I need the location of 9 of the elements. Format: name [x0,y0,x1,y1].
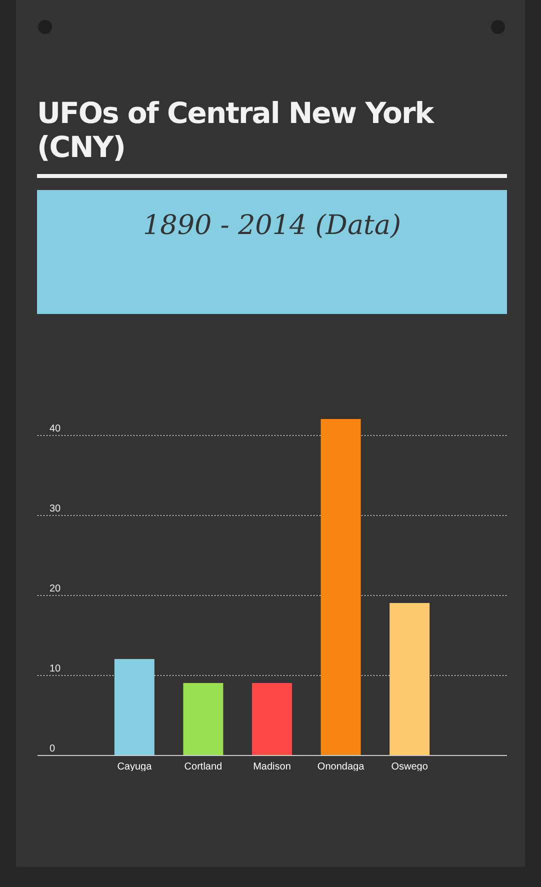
y-tick-label: 30 [50,504,62,514]
y-tick-label: 0 [50,744,56,754]
y-tick-label: 10 [50,664,62,674]
x-tick-label: Cortland [184,762,222,772]
y-tick-label: 20 [50,584,62,594]
y-tick-label: 40 [50,424,62,434]
chart-title: UFOs of Central New York (CNY) [37,96,507,178]
x-tick-label: Madison [253,762,291,772]
chart-subtitle: 1890 - 2014 (Data) [37,190,507,314]
